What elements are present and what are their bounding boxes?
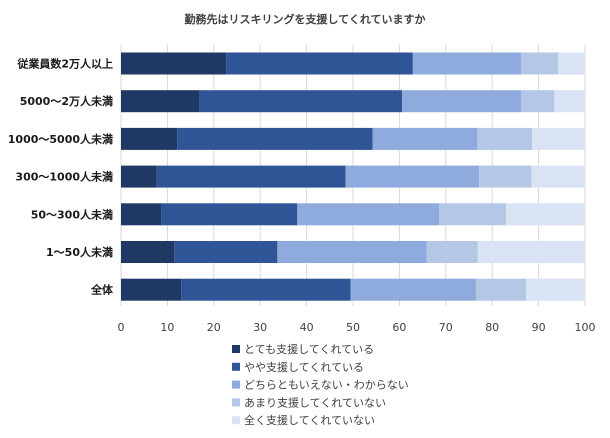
bar-segment (479, 165, 532, 188)
bar-segment (177, 127, 373, 150)
category-labels: 従業員数2万人以上 5000～2万人未満 1000～5000人未満 300～1000人… (8, 57, 114, 297)
bar-segment (350, 278, 476, 301)
legend-swatch (232, 398, 240, 407)
category-label: 1000～5000人未満 (8, 132, 113, 146)
legend-label: とても支援してくれている (244, 342, 374, 356)
bar-segment (174, 241, 278, 263)
bar-segment (121, 241, 175, 263)
legend-label: どちらともいえない・わからない (244, 379, 409, 392)
category-label: 300～1000人未満 (15, 170, 113, 184)
legend: とても支援してくれているやや支援してくれているどちらともいえない・わからないあま… (232, 342, 409, 427)
bar-segment (520, 52, 559, 75)
x-tick-label: 70 (439, 321, 453, 334)
bar-segment (426, 241, 478, 263)
bar-segment (121, 165, 157, 188)
bar-segment (531, 165, 585, 188)
x-tick-label: 20 (207, 321, 221, 334)
category-label: 1～50人未満 (46, 245, 113, 259)
x-tick-label: 50 (346, 321, 360, 334)
chart-title: 勤務先はリスキリングを支援してくれていますか (184, 12, 425, 26)
bar-segment (121, 278, 182, 301)
bar-segment (520, 90, 555, 113)
bar-segment (402, 90, 521, 113)
bar-segment (181, 278, 351, 301)
bar-segment (199, 90, 403, 113)
legend-swatch (232, 362, 240, 371)
bar-segment (477, 241, 585, 263)
bar-segment (554, 90, 585, 113)
bar-segment (345, 165, 480, 188)
bar-segment (297, 203, 440, 226)
bar-segment (532, 127, 585, 150)
legend-label: 全く支援してくれていない (244, 413, 375, 427)
bar-segment (226, 52, 413, 75)
bars (121, 52, 585, 301)
bar-segment (477, 127, 533, 150)
x-tick-label: 90 (532, 321, 546, 334)
category-label: 従業員数2万人以上 (16, 57, 113, 71)
bar-segment (526, 278, 585, 301)
bar-segment (372, 127, 478, 150)
category-label: 5000～2万人未満 (20, 94, 113, 108)
x-tick-labels: 0 10 20 30 40 50 60 70 80 90 100 (118, 321, 596, 334)
bar-segment (121, 52, 227, 75)
bar-segment (156, 165, 346, 188)
category-label: 全体 (90, 283, 114, 297)
category-label: 50～300人未満 (31, 207, 113, 221)
bar-segment (277, 241, 427, 263)
legend-swatch (232, 380, 240, 389)
x-tick-label: 100 (575, 321, 596, 334)
legend-label: やや支援してくれている (244, 360, 364, 374)
x-tick-label: 40 (300, 321, 314, 334)
x-tick-label: 30 (253, 321, 267, 334)
bar-segment (558, 52, 585, 75)
bar-segment (412, 52, 521, 75)
bar-segment (121, 90, 200, 113)
bar-segment (506, 203, 585, 226)
x-tick-label: 80 (485, 321, 499, 334)
legend-label: あまり支援してくれていない (244, 395, 386, 409)
bar-segment (439, 203, 507, 226)
bar-segment (121, 127, 178, 150)
bar-segment (121, 203, 162, 226)
x-tick-label: 10 (160, 321, 174, 334)
x-tick-label: 60 (392, 321, 406, 334)
bar-segment (475, 278, 527, 301)
x-tick-label: 0 (118, 321, 125, 334)
legend-swatch (232, 345, 240, 353)
bar-segment (161, 203, 298, 226)
legend-swatch (232, 416, 240, 425)
